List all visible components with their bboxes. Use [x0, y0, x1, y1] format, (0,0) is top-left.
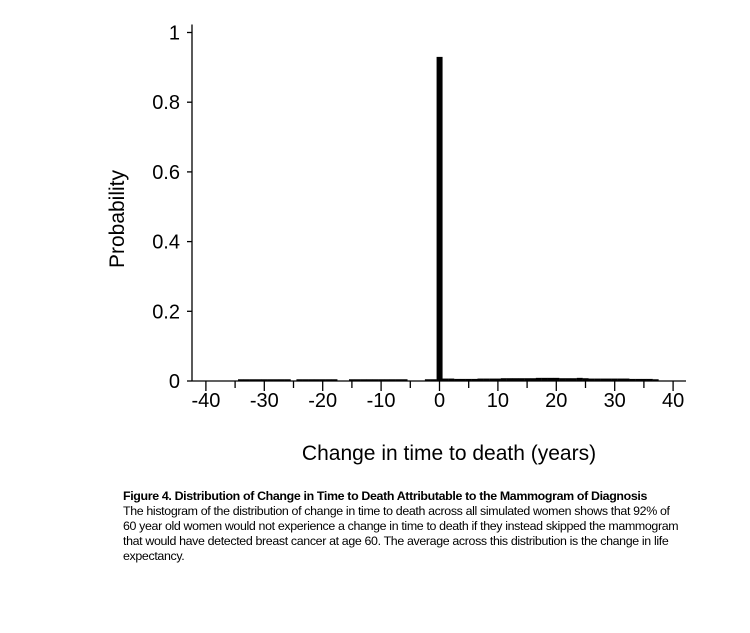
x-tick-label: 30	[604, 390, 626, 412]
histogram-bar	[278, 379, 285, 381]
histogram-bar	[454, 378, 461, 381]
caption-body: The histogram of the distribution of cha…	[123, 504, 679, 563]
histogram-bar	[372, 379, 379, 381]
histogram-bar	[302, 379, 309, 381]
histogram-bar	[313, 379, 320, 381]
histogram-bar	[273, 379, 280, 381]
histogram-bar	[629, 378, 636, 381]
histogram-bar	[319, 379, 326, 381]
histogram-bar	[477, 378, 484, 381]
histogram-chart: 0 0.2 0.4 0.6 0.8 1 -40 -30 -20 -10 0 10 20 30 40 Pro…	[106, 23, 686, 465]
histogram-bar	[308, 379, 315, 381]
histogram-bar	[395, 379, 402, 381]
histogram-bar	[524, 378, 531, 381]
histogram-bar	[530, 378, 537, 381]
histogram-bar	[559, 378, 566, 381]
histogram-bar	[284, 379, 291, 381]
histogram-bar	[448, 378, 455, 381]
histogram-bar	[652, 379, 659, 381]
y-tick-label: 0.2	[152, 301, 180, 323]
histogram-bar	[378, 379, 385, 381]
histogram-bar	[506, 378, 513, 381]
histogram-bar	[255, 379, 262, 381]
histogram-bar	[594, 378, 601, 381]
histogram-bar	[348, 379, 355, 381]
histogram-bar	[389, 379, 396, 381]
figure-caption: Figure 4. Distribution of Change in Time…	[123, 489, 683, 564]
histogram-bar	[267, 379, 274, 381]
x-tick-label: -40	[191, 390, 220, 412]
y-tick-label: 0	[169, 371, 180, 393]
x-tick-label: -10	[367, 390, 396, 412]
histogram-bar	[518, 378, 525, 381]
histogram-bar	[570, 378, 577, 381]
x-axis-title: Change in time to death (years)	[302, 442, 596, 465]
y-tick-label: 0.6	[152, 162, 180, 184]
histogram-bar	[325, 379, 332, 381]
histogram-bar	[611, 378, 618, 381]
histogram-bar	[576, 377, 583, 381]
histogram-bar	[366, 379, 373, 381]
histogram-bar	[547, 377, 554, 381]
y-axis-ticks: 0 0.2 0.4 0.6 0.8 1	[152, 23, 192, 393]
histogram-bar	[261, 379, 268, 381]
histogram-bar	[500, 378, 507, 381]
histogram-bar	[623, 378, 630, 381]
histogram-bar	[384, 379, 391, 381]
x-tick-label: -20	[308, 390, 337, 412]
histogram-bar	[489, 378, 496, 381]
histogram-bar	[541, 377, 548, 381]
x-tick-label: 0	[434, 390, 445, 412]
histogram-bar	[512, 378, 519, 381]
x-tick-label: 40	[662, 390, 684, 412]
histogram-bar	[640, 378, 647, 381]
histogram-bar	[471, 378, 478, 381]
histogram-bar	[442, 378, 449, 381]
histogram-bar	[588, 378, 595, 381]
histogram-bar	[296, 379, 303, 381]
histogram-bar	[582, 378, 589, 381]
x-tick-label: 20	[545, 390, 567, 412]
x-tick-label: 10	[487, 390, 509, 412]
y-tick-label: 1	[169, 23, 180, 45]
histogram-bar	[565, 378, 572, 381]
caption-title: Figure 4. Distribution of Change in Time…	[123, 489, 648, 503]
histogram-bar	[483, 378, 490, 381]
histogram-bar	[436, 56, 443, 381]
histogram-bar	[331, 379, 338, 381]
histogram-bar	[424, 379, 431, 381]
histogram-bar	[249, 379, 256, 381]
histogram-bar	[360, 379, 367, 381]
x-tick-label: -30	[250, 390, 279, 412]
histogram-bar	[535, 377, 542, 381]
histogram-bar	[430, 379, 437, 381]
y-tick-label: 0.4	[152, 232, 180, 254]
histogram-bar	[617, 378, 624, 381]
histogram-bar	[553, 377, 560, 381]
histogram-bar	[354, 379, 361, 381]
histogram-bar	[238, 379, 245, 381]
histogram-bar	[465, 378, 472, 381]
y-axis-title: Probability	[106, 169, 129, 268]
histogram-bars	[238, 56, 659, 381]
histogram-bar	[401, 379, 408, 381]
x-axis-ticks: -40 -30 -20 -10 0 10 20 30 40	[191, 381, 684, 412]
histogram-bar	[243, 379, 250, 381]
histogram-bar	[459, 378, 466, 381]
histogram-bar	[494, 378, 501, 381]
histogram-bar	[635, 378, 642, 381]
histogram-bar	[646, 378, 653, 381]
histogram-bar	[605, 378, 612, 381]
y-tick-label: 0.8	[152, 92, 180, 114]
histogram-bar	[600, 378, 607, 381]
